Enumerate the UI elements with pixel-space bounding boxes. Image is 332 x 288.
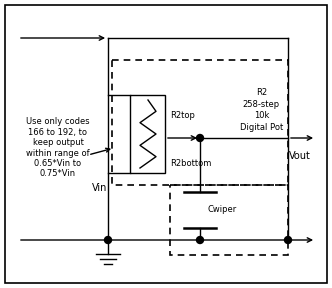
Text: R2top: R2top bbox=[170, 111, 195, 120]
Circle shape bbox=[197, 134, 204, 141]
Circle shape bbox=[285, 236, 291, 243]
Bar bbox=[112, 60, 288, 185]
Bar bbox=[170, 185, 288, 255]
Text: R2
258-step
10k
Digital Pot: R2 258-step 10k Digital Pot bbox=[240, 88, 283, 132]
Text: Vout: Vout bbox=[289, 151, 311, 161]
Circle shape bbox=[105, 236, 112, 243]
Text: Cwiper: Cwiper bbox=[208, 206, 237, 215]
Text: Vin: Vin bbox=[92, 183, 108, 193]
Circle shape bbox=[197, 236, 204, 243]
Text: Use only codes
166 to 192, to
keep output
within range of
0.65*Vin to
0.75*Vin: Use only codes 166 to 192, to keep outpu… bbox=[26, 118, 90, 179]
Text: R2bottom: R2bottom bbox=[170, 158, 211, 168]
Bar bbox=[130, 95, 165, 173]
